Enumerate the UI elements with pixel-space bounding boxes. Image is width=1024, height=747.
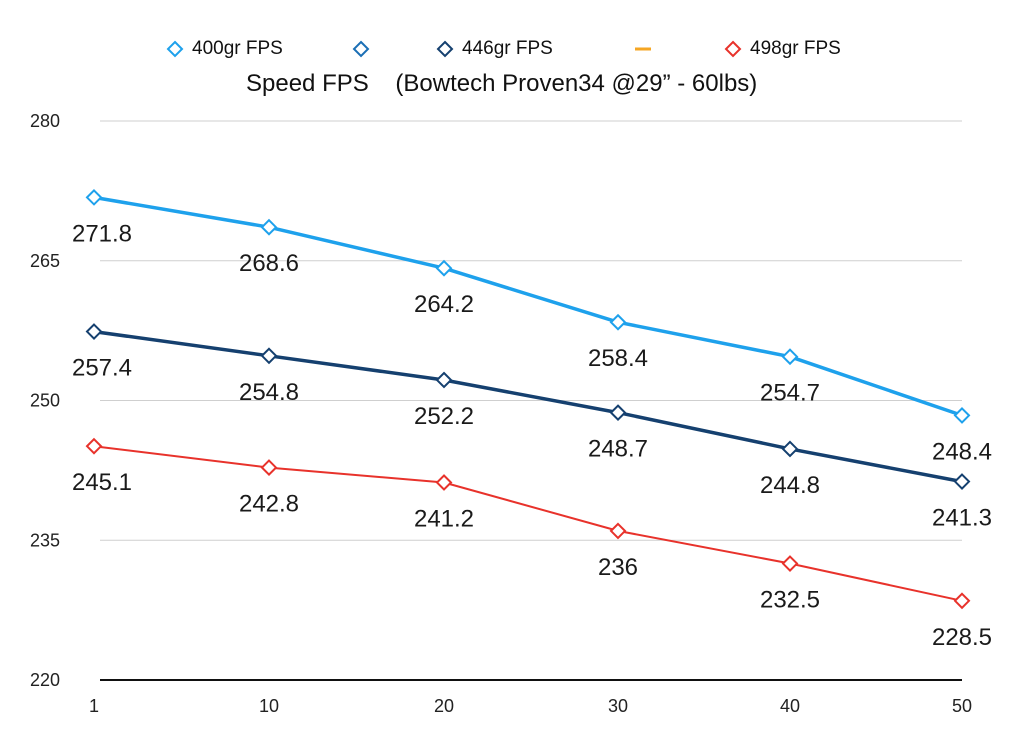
legend-diamond-icon [166,40,184,58]
x-tick-label: 20 [434,696,454,716]
data-point [435,371,453,389]
data-point [781,348,799,366]
data-point [85,437,103,455]
data-label: 254.8 [239,379,299,406]
data-point [781,555,799,572]
data-label: 228.5 [932,624,992,651]
data-point [609,404,627,422]
x-tick-label: 30 [608,696,628,716]
y-tick-label: 250 [30,391,60,411]
data-label: 257.4 [72,355,132,382]
data-label: 244.8 [760,472,820,499]
legend-diamond-icon [436,40,454,58]
x-tick-label: 40 [780,696,800,716]
legend-dash-icon [635,47,651,51]
data-label: 242.8 [239,491,299,518]
data-point [609,313,627,331]
y-tick-label: 220 [30,670,60,690]
data-label: 268.6 [239,250,299,277]
data-point [260,347,278,365]
data-point [953,406,971,424]
legend-diamond-icon [724,40,742,58]
data-label: 236 [598,554,638,581]
legend-item-446gr: 446gr FPS [436,36,553,62]
data-label: 245.1 [72,469,132,496]
y-tick-label: 235 [30,530,60,550]
data-label: 241.2 [414,505,474,532]
x-tick-label: 10 [259,696,279,716]
data-label: 241.3 [932,505,992,532]
data-point [953,473,971,490]
data-point [953,592,971,610]
chart-legend: 400gr FPS 446gr FPS 498gr FPS [0,36,1024,62]
legend-item-blue [352,36,378,62]
data-label: 264.2 [414,291,474,318]
data-label: 254.7 [760,380,820,407]
data-point [781,440,799,458]
data-point [85,188,103,206]
data-label: 258.4 [588,345,648,372]
data-point [435,474,453,491]
data-point [435,259,453,277]
chart-title: Speed FPS (Bowtech Proven34 @29” - 60lbs… [246,70,758,97]
data-point [260,218,278,236]
legend-label-400gr: 400gr FPS [192,38,283,59]
y-tick-label: 265 [30,251,60,271]
series-line [93,195,963,418]
data-point [85,323,103,340]
data-label: 252.2 [414,403,474,430]
x-tick-label: 50 [952,696,972,716]
legend-item-498gr: 498gr FPS [724,36,841,62]
data-point [609,522,627,540]
legend-diamond-icon [352,40,370,58]
x-tick-label: 1 [89,696,99,716]
data-label: 232.5 [760,587,820,614]
data-label: 271.8 [72,220,132,247]
data-label: 248.4 [932,438,992,465]
legend-label-498gr: 498gr FPS [750,38,841,59]
legend-item-orange [634,36,660,62]
data-point [260,459,278,476]
data-label: 248.7 [588,436,648,463]
legend-label-446gr: 446gr FPS [462,38,553,59]
series-line [93,445,963,602]
series-line [93,329,963,484]
legend-item-400gr: 400gr FPS [166,36,283,62]
y-tick-label: 280 [30,111,60,131]
